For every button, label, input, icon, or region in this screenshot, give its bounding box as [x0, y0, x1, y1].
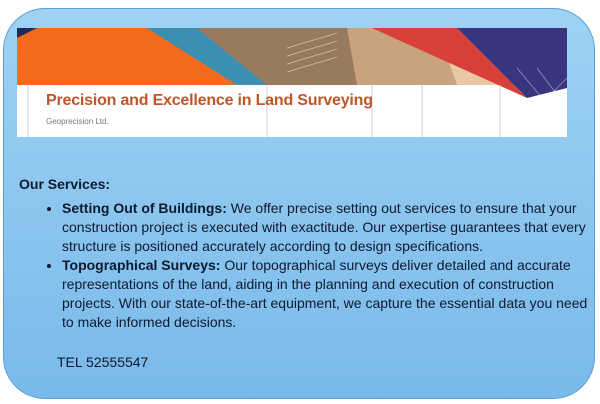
services-list: Setting Out of Buildings: We offer preci… — [20, 199, 589, 332]
banner-graphic — [17, 28, 567, 137]
company-name: Geoprecision Ltd. — [46, 117, 109, 126]
telephone: TEL 52555547 — [57, 354, 149, 370]
services-heading: Our Services: — [19, 176, 111, 192]
service-description: We offer precise setting out services to… — [62, 200, 586, 254]
service-title: Topographical Surveys: — [62, 257, 221, 273]
banner-image: Precision and Excellence in Land Surveyi… — [17, 28, 567, 137]
banner-title: Precision and Excellence in Land Surveyi… — [46, 92, 373, 109]
service-title: Setting Out of Buildings: — [62, 200, 227, 216]
service-description: Our topographical surveys deliver detail… — [62, 257, 588, 330]
service-item: Setting Out of Buildings: We offer preci… — [62, 199, 589, 256]
service-item: Topographical Surveys: Our topographical… — [62, 256, 589, 332]
